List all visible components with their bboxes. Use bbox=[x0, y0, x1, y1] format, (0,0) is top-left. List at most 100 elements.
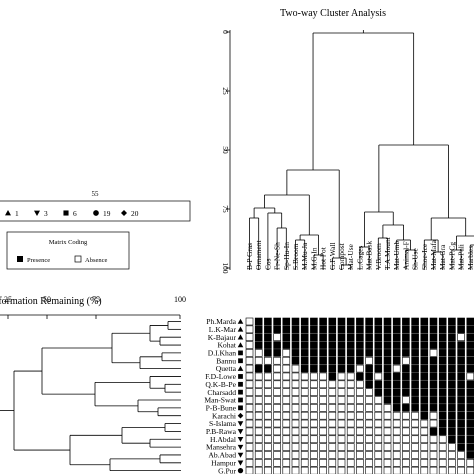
matrix-cell bbox=[420, 325, 429, 334]
matrix-cell bbox=[448, 427, 456, 436]
column-label: Mat-Bask bbox=[365, 241, 374, 270]
left-axis-tick-label: 25 bbox=[4, 295, 12, 304]
row-group-symbol bbox=[237, 429, 244, 435]
matrix-cell bbox=[264, 396, 272, 404]
matrix-cell bbox=[457, 427, 465, 436]
matrix-cell bbox=[356, 380, 364, 389]
matrix-cell bbox=[310, 466, 318, 474]
row-group-symbol bbox=[237, 318, 244, 324]
matrix-cell bbox=[420, 356, 429, 365]
matrix-cell bbox=[291, 411, 300, 420]
legend-group-label: 1 bbox=[15, 209, 19, 218]
matrix-cell bbox=[245, 396, 254, 404]
matrix-cell bbox=[310, 372, 318, 381]
matrix-cell bbox=[282, 411, 291, 420]
column-label: Hot Pot bbox=[319, 246, 328, 270]
matrix-cell bbox=[282, 466, 291, 474]
matrix-cell bbox=[291, 380, 300, 389]
matrix-cell bbox=[254, 411, 263, 420]
matrix-cell bbox=[291, 396, 300, 404]
row-label: Q.K-B-Pe bbox=[205, 380, 236, 389]
matrix-cell bbox=[273, 325, 281, 334]
matrix-cell bbox=[365, 333, 373, 342]
matrix-cell bbox=[383, 364, 392, 373]
matrix-cell bbox=[328, 419, 337, 428]
matrix-cell bbox=[282, 341, 291, 349]
top-axis-tick-label: 0 bbox=[221, 30, 230, 34]
absence-swatch bbox=[74, 255, 82, 263]
matrix-cell bbox=[383, 458, 392, 467]
row-group-symbol bbox=[237, 460, 244, 466]
row-label: Hampur bbox=[211, 458, 236, 467]
matrix-cell bbox=[402, 427, 410, 436]
row-label: H.Abdal bbox=[210, 435, 236, 444]
matrix-cell bbox=[402, 466, 410, 474]
matrix-cell bbox=[392, 372, 401, 381]
matrix-cell bbox=[254, 435, 263, 444]
row-group-symbol bbox=[237, 365, 244, 371]
matrix-cell bbox=[273, 388, 281, 396]
matrix-cell bbox=[245, 380, 254, 389]
column-label: Mat-Pali bbox=[457, 244, 466, 270]
matrix-cell bbox=[356, 435, 364, 444]
matrix-cell bbox=[392, 466, 401, 474]
group-legend-title: 55 bbox=[92, 190, 100, 198]
matrix-cell bbox=[282, 435, 291, 444]
matrix-cell bbox=[264, 325, 272, 334]
row-group-symbol bbox=[238, 358, 243, 364]
matrix-cell bbox=[420, 466, 429, 474]
row-label: D.I.Khan bbox=[208, 349, 236, 358]
top-axis-tick-label: 25 bbox=[221, 87, 230, 95]
matrix-cell bbox=[273, 411, 281, 420]
matrix-cell bbox=[291, 419, 300, 428]
matrix-cell bbox=[392, 443, 401, 451]
row-label: K-Bajaur bbox=[208, 333, 237, 342]
matrix-cell bbox=[466, 364, 474, 373]
matrix-cell bbox=[346, 404, 355, 412]
matrix-cell bbox=[300, 396, 309, 404]
matrix-cell bbox=[337, 458, 346, 467]
matrix-cell bbox=[310, 380, 318, 389]
matrix-cell bbox=[466, 404, 474, 412]
row-label: Ab.Abad bbox=[208, 451, 236, 460]
matrix-cell bbox=[429, 443, 438, 451]
matrix-cell bbox=[411, 356, 419, 365]
matrix-cell bbox=[374, 404, 383, 412]
matrix-cell bbox=[374, 380, 383, 389]
matrix-cell bbox=[356, 333, 364, 342]
matrix-cell bbox=[310, 451, 318, 459]
matrix-cell bbox=[448, 451, 456, 459]
matrix-cell bbox=[365, 396, 373, 404]
row-group-symbol bbox=[238, 389, 243, 395]
matrix-cell bbox=[365, 435, 373, 444]
matrix-cell bbox=[291, 404, 300, 412]
legend-group-label: 3 bbox=[44, 209, 48, 218]
matrix-cell bbox=[392, 419, 401, 428]
matrix-cell bbox=[448, 404, 456, 412]
matrix-cell bbox=[448, 388, 456, 396]
presence-swatch bbox=[17, 256, 23, 262]
matrix-cell bbox=[448, 333, 456, 342]
matrix-cell bbox=[420, 396, 429, 404]
matrix-cell bbox=[319, 349, 327, 357]
matrix-cell bbox=[328, 427, 337, 436]
matrix-cell bbox=[383, 317, 392, 326]
matrix-cell bbox=[466, 427, 474, 436]
matrix-cell bbox=[254, 380, 263, 389]
matrix-cell bbox=[383, 349, 392, 357]
matrix-cell bbox=[273, 380, 281, 389]
matrix-cell bbox=[328, 404, 337, 412]
matrix-cell bbox=[245, 443, 254, 451]
matrix-cell bbox=[356, 349, 364, 357]
matrix-cell bbox=[448, 364, 456, 373]
matrix-cell bbox=[328, 396, 337, 404]
matrix-cell bbox=[448, 341, 456, 349]
matrix-cell bbox=[402, 317, 410, 326]
matrix-cell bbox=[328, 356, 337, 365]
matrix-cell bbox=[448, 458, 456, 467]
matrix-cell bbox=[328, 380, 337, 389]
matrix-cell bbox=[392, 451, 401, 459]
matrix-cell bbox=[383, 356, 392, 365]
matrix-cell bbox=[300, 411, 309, 420]
matrix-cell bbox=[392, 388, 401, 396]
